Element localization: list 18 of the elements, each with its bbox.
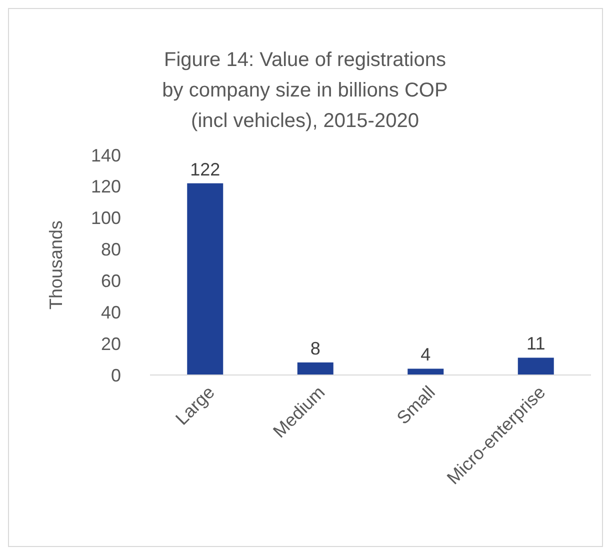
y-tick-label: 20 bbox=[100, 334, 121, 354]
bar bbox=[408, 368, 444, 375]
y-axis-title: Thousands bbox=[46, 220, 66, 310]
y-tick-label: 80 bbox=[100, 240, 121, 260]
y-tick-label: 100 bbox=[90, 208, 121, 228]
data-label: 11 bbox=[526, 334, 546, 354]
y-tick-label: 140 bbox=[90, 145, 121, 166]
chart-title: Figure 14: Value of registrations by company size in billions COP (incl vehicles), 2015-2020 bbox=[162, 49, 448, 132]
data-label: 4 bbox=[420, 344, 431, 365]
bar bbox=[518, 358, 554, 375]
y-tick-label: 60 bbox=[100, 271, 121, 292]
y-tick-label: 0 bbox=[110, 365, 121, 386]
y-tick-label: 120 bbox=[90, 176, 121, 197]
data-label: 8 bbox=[310, 338, 320, 358]
bar bbox=[187, 183, 224, 375]
y-tick-label: 40 bbox=[100, 302, 121, 322]
bar bbox=[297, 362, 334, 375]
data-label: 122 bbox=[190, 159, 220, 180]
